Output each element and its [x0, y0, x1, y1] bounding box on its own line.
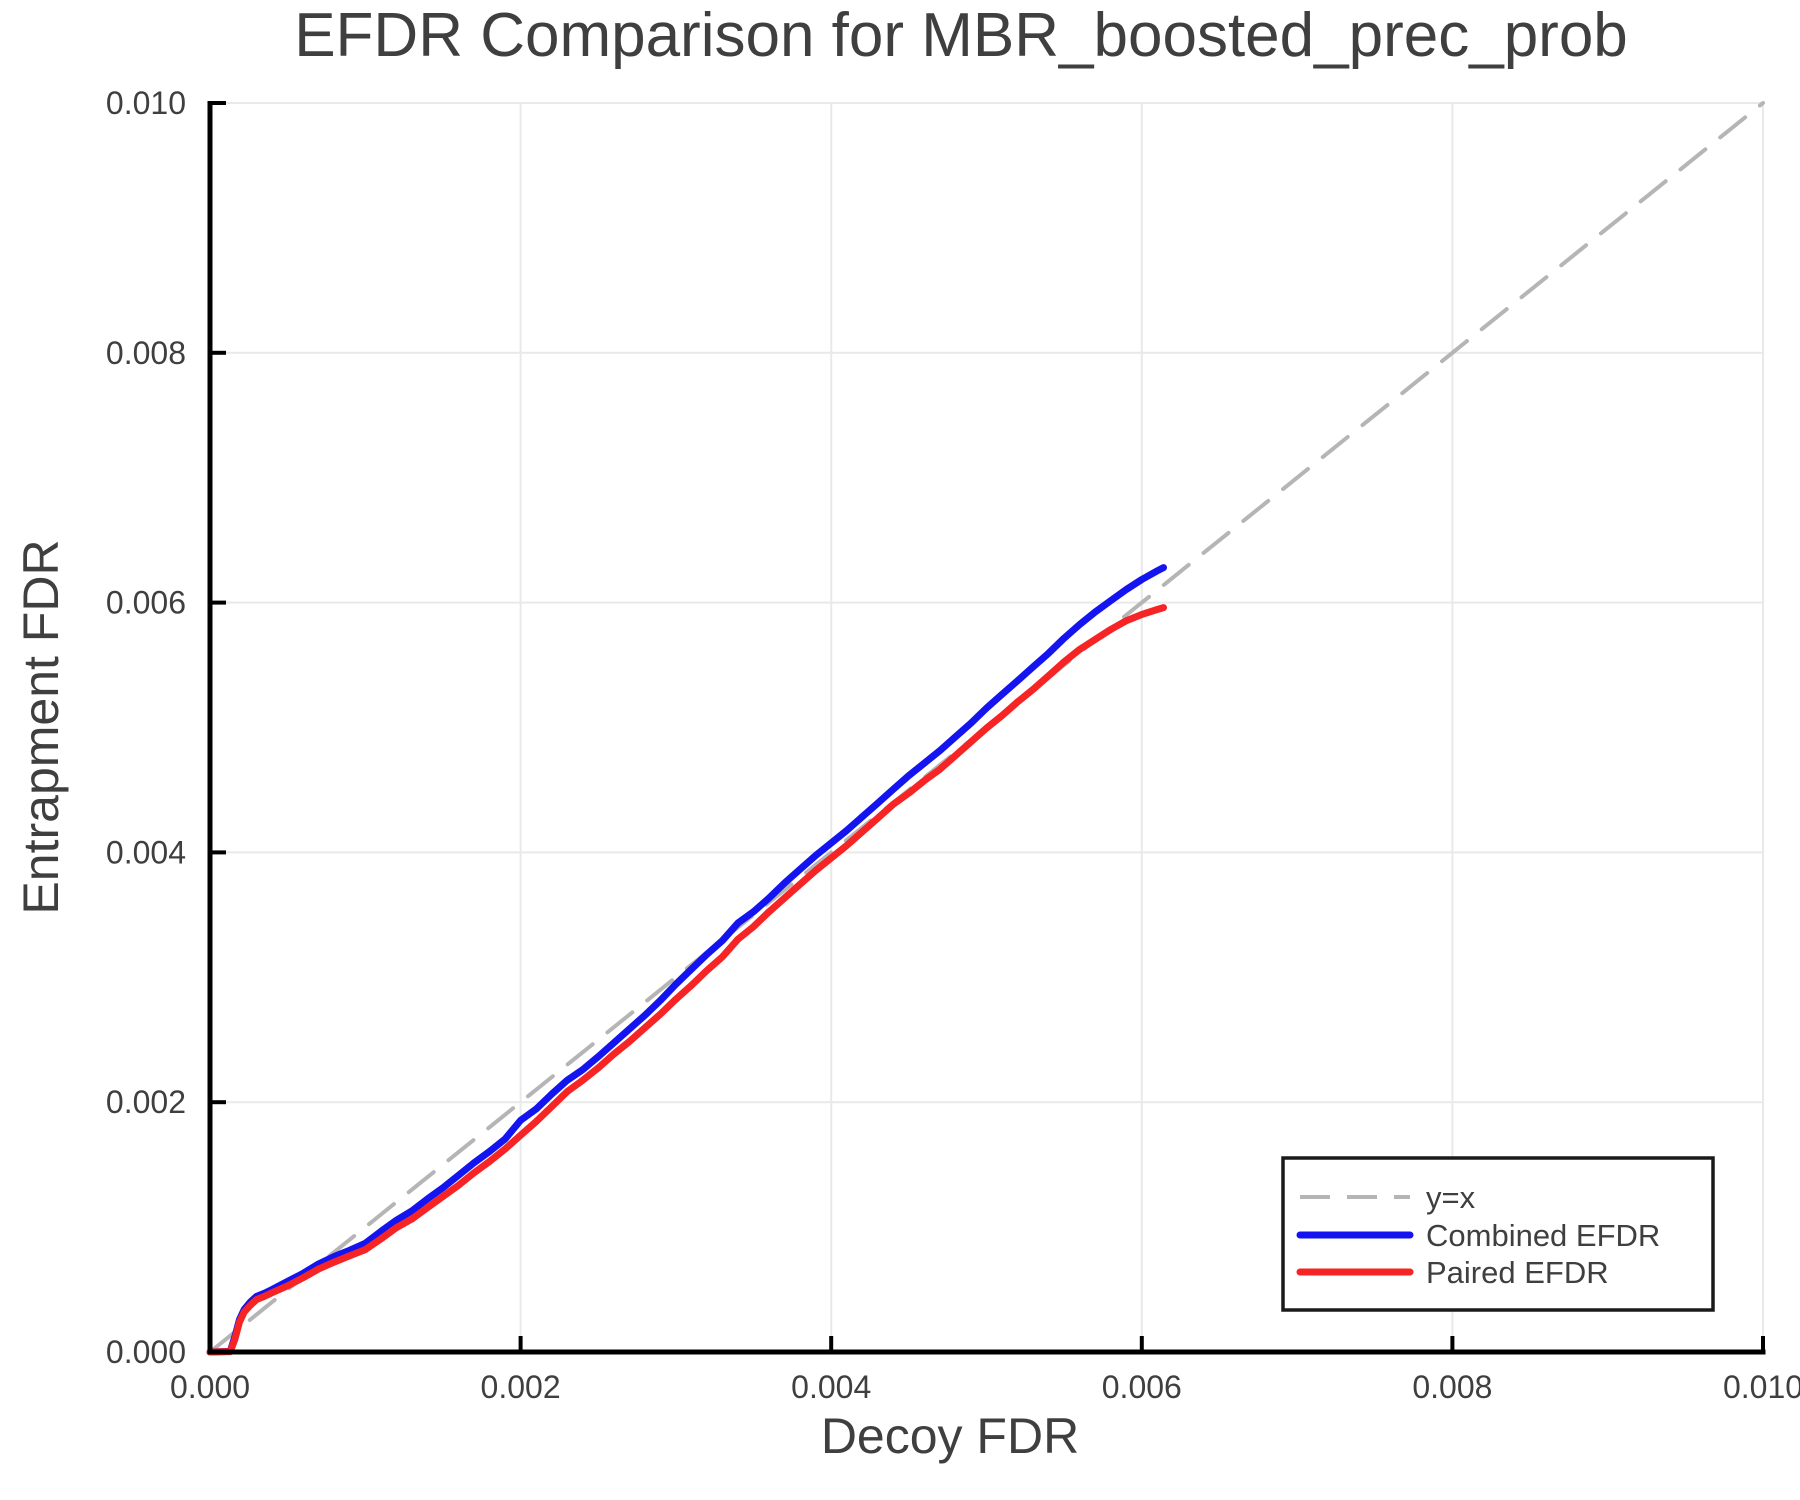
- gridlines: [210, 102, 1764, 1352]
- paired-efdr-line: [206, 604, 1167, 1356]
- legend-identity-label: y=x: [1426, 1180, 1476, 1215]
- x-tick-label: 0.002: [481, 1369, 561, 1405]
- series: [206, 101, 1765, 1356]
- chart-title: EFDR Comparison for MBR_boosted_prec_pro…: [294, 1, 1628, 70]
- y-tick-label: 0.004: [106, 834, 186, 870]
- y-tick-label: 0.002: [106, 1084, 186, 1120]
- legend: y=x Combined EFDR Paired EFDR: [1281, 1156, 1715, 1312]
- x-tick-label: 0.008: [1412, 1369, 1492, 1405]
- x-tick-label: 0.000: [170, 1369, 250, 1405]
- axes: [207, 101, 1766, 1355]
- y-tick-label: 0.010: [106, 85, 186, 121]
- x-axis-label: Decoy FDR: [821, 1408, 1079, 1464]
- y-tick-label: 0.008: [106, 335, 186, 371]
- combined-efdr-line: [206, 564, 1167, 1356]
- y-tick-label: 0.006: [106, 585, 186, 621]
- y-axis-label: Entrapment FDR: [13, 539, 69, 914]
- legend-combined-label: Combined EFDR: [1426, 1218, 1660, 1253]
- y-tick-label: 0.000: [106, 1334, 186, 1370]
- x-tick-label: 0.010: [1723, 1369, 1800, 1405]
- tick-labels: 0.000 0.002 0.004 0.006 0.008 0.010 0.000 0.002…: [106, 85, 1800, 1405]
- legend-paired-label: Paired EFDR: [1426, 1255, 1609, 1290]
- x-tick-label: 0.006: [1102, 1369, 1182, 1405]
- x-tick-label: 0.004: [791, 1369, 871, 1405]
